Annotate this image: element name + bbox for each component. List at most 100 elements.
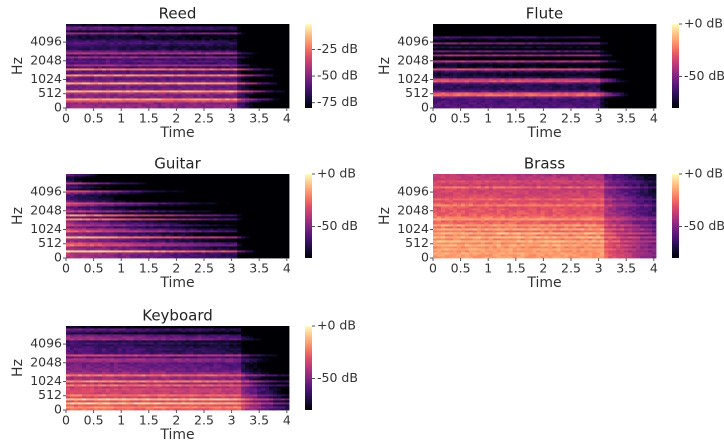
x-tick-label: 1: [117, 413, 125, 428]
y-tick-label: 0: [54, 402, 62, 417]
x-tick-label: 1.5: [139, 261, 159, 276]
colorbar: [672, 24, 679, 108]
colorbar: [672, 174, 679, 258]
x-tick-label: 2.5: [194, 413, 214, 428]
colorbar: [305, 326, 312, 410]
x-tick-label: 2.5: [561, 111, 581, 126]
colorbar-tick-label: +0 dB: [317, 318, 356, 333]
x-tick-label: 3.5: [249, 111, 269, 126]
x-tick-label: 3.5: [616, 261, 636, 276]
x-tick-label: 0: [62, 413, 70, 428]
x-tick-label: 2.5: [194, 261, 214, 276]
y-tick-label: 512: [38, 235, 62, 250]
x-tick-label: 2: [172, 261, 180, 276]
y-tick-label: 2048: [397, 52, 429, 67]
x-tick-label: 3: [595, 111, 603, 126]
x-tick-label: 1.5: [139, 413, 159, 428]
x-tick-label: 0.5: [84, 111, 104, 126]
x-tick-label: 4: [283, 111, 291, 126]
chart-title: Reed: [159, 5, 197, 23]
colorbar: [305, 24, 312, 108]
y-tick-label: 1024: [397, 221, 429, 236]
spectrogram-image: [66, 24, 290, 109]
colorbar-tick-label: +0 dB: [684, 16, 723, 31]
x-tick-label: 1: [117, 261, 125, 276]
y-tick-label: 4096: [397, 34, 429, 49]
x-tick-label: 2: [172, 111, 180, 126]
spectrogram-image: [433, 174, 657, 259]
y-tick-label: 0: [421, 100, 429, 115]
x-tick-label: 0: [429, 261, 437, 276]
y-tick-label: 0: [421, 250, 429, 265]
x-tick-label: 0: [429, 111, 437, 126]
x-tick-label: 1: [484, 111, 492, 126]
x-tick-label: 4: [650, 111, 658, 126]
x-tick-label: 4: [283, 413, 291, 428]
x-tick-label: 1: [117, 111, 125, 126]
x-tick-label: 2.5: [194, 111, 214, 126]
x-tick-label: 0.5: [84, 261, 104, 276]
x-tick-label: 0.5: [451, 111, 471, 126]
x-tick-label: 1: [484, 261, 492, 276]
colorbar-tick-label: -50 dB: [684, 218, 724, 233]
y-tick-label: 4096: [30, 336, 62, 351]
y-tick-label: 512: [405, 235, 429, 250]
y-tick-label: 2048: [397, 202, 429, 217]
spectrogram-image: [66, 174, 290, 259]
x-tick-label: 2: [172, 413, 180, 428]
x-tick-label: 2: [539, 261, 547, 276]
x-axis-label: Time: [526, 125, 561, 141]
x-tick-label: 3.5: [249, 413, 269, 428]
spectrogram-image: [433, 24, 657, 109]
y-tick-label: 2048: [30, 202, 62, 217]
colorbar-tick-label: -25 dB: [317, 41, 358, 56]
y-tick-label: 512: [38, 387, 62, 402]
x-tick-label: 4: [283, 261, 291, 276]
x-tick-label: 1.5: [506, 261, 526, 276]
y-axis-label: Hz: [10, 207, 26, 225]
x-tick-label: 4: [650, 261, 658, 276]
spectrogram-image: [66, 326, 290, 411]
y-tick-label: 1024: [30, 221, 62, 236]
colorbar-tick-label: -50 dB: [317, 218, 358, 233]
colorbar-tick-label: +0 dB: [317, 166, 356, 181]
x-tick-label: 2: [539, 111, 547, 126]
x-tick-label: 3.5: [616, 111, 636, 126]
x-tick-label: 1.5: [506, 111, 526, 126]
x-tick-label: 3.5: [249, 261, 269, 276]
x-tick-label: 3: [228, 111, 236, 126]
colorbar: [305, 174, 312, 258]
y-tick-label: 1024: [30, 373, 62, 388]
y-tick-label: 2048: [30, 354, 62, 369]
y-axis-label: Hz: [10, 359, 26, 377]
colorbar-tick-label: -50 dB: [684, 68, 724, 83]
y-tick-label: 4096: [30, 34, 62, 49]
chart-title: Keyboard: [142, 307, 213, 325]
y-axis-label: Hz: [10, 57, 26, 75]
x-axis-label: Time: [526, 275, 561, 291]
x-axis-label: Time: [159, 125, 194, 141]
y-tick-label: 0: [54, 250, 62, 265]
x-tick-label: 3: [228, 413, 236, 428]
x-tick-label: 0: [62, 111, 70, 126]
y-tick-label: 512: [38, 85, 62, 100]
y-tick-label: 2048: [30, 52, 62, 67]
chart-title: Flute: [526, 5, 563, 23]
chart-title: Brass: [524, 155, 565, 173]
y-tick-label: 4096: [397, 184, 429, 199]
x-axis-label: Time: [159, 427, 194, 443]
y-tick-label: 512: [405, 85, 429, 100]
y-tick-label: 1024: [397, 71, 429, 86]
colorbar-tick-label: +0 dB: [684, 166, 723, 181]
x-tick-label: 0.5: [451, 261, 471, 276]
chart-title: Guitar: [154, 155, 201, 173]
y-axis-label: Hz: [377, 207, 393, 225]
y-tick-label: 4096: [30, 184, 62, 199]
colorbar-tick-label: -75 dB: [317, 94, 358, 109]
x-tick-label: 1.5: [139, 111, 159, 126]
